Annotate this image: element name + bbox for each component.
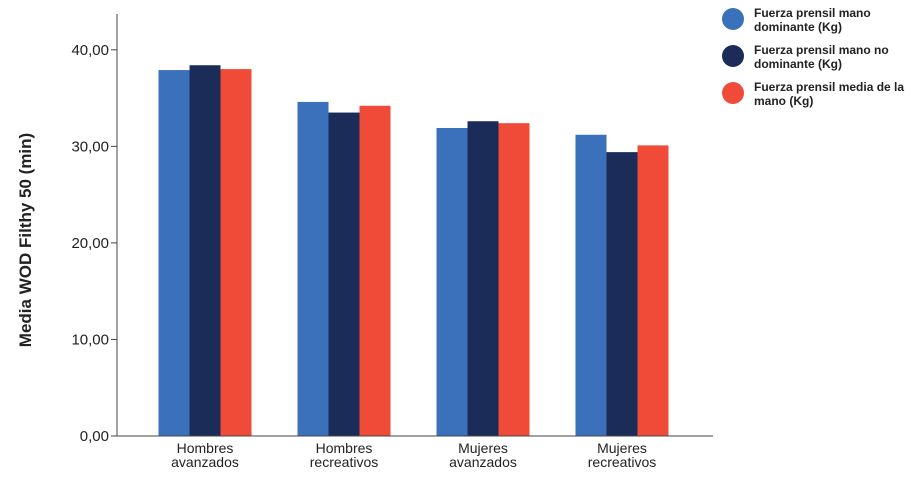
bar [297,101,329,437]
legend-item-no-dominante: Fuerza prensil mano no dominante (Kg) [722,43,910,73]
legend-swatch-media [722,82,744,104]
legend-item-dominante: Fuerza prensil mano dominante (Kg) [722,6,910,36]
x-tick-label: Hombres avanzados [171,440,239,470]
legend: Fuerza prensil mano dominante (Kg) Fuerz… [722,6,910,117]
bar [575,134,607,437]
x-tick-label: Hombres recreativos [310,440,378,470]
x-tick-label: Mujeres avanzados [449,440,517,470]
bar [436,128,468,436]
y-tick-label: 30,00 [71,138,109,155]
y-axis: 0,00 10,00 20,00 30,00 40,00 [71,14,118,445]
bars [158,65,669,437]
x-tick-label: Mujeres recreativos [588,440,656,470]
bar [220,69,252,436]
x-axis: Hombres avanzados Hombres recreativos Mujere… [117,435,713,470]
bar [359,105,391,437]
legend-label-no-dominante: Fuerza prensil mano no dominante (Kg) [754,43,889,71]
y-tick-label: 10,00 [71,331,109,348]
y-tick-label: 40,00 [71,42,109,59]
y-tick-label: 0,00 [80,428,109,445]
bar [328,112,360,436]
bar [189,65,221,436]
y-tick-label: 20,00 [71,235,109,252]
bar [467,121,499,436]
bar [637,145,669,436]
legend-item-media: Fuerza prensil media de la mano (Kg) [722,80,910,110]
bar [498,123,530,436]
y-axis-title: Media WOD Filthy 50 (min) [16,133,35,347]
legend-label-dominante: Fuerza prensil mano dominante (Kg) [754,6,871,34]
bar [606,152,638,436]
legend-swatch-dominante [722,8,744,30]
legend-swatch-no-dominante [722,45,744,67]
bar [158,70,190,436]
legend-label-media: Fuerza prensil media de la mano (Kg) [754,80,905,108]
